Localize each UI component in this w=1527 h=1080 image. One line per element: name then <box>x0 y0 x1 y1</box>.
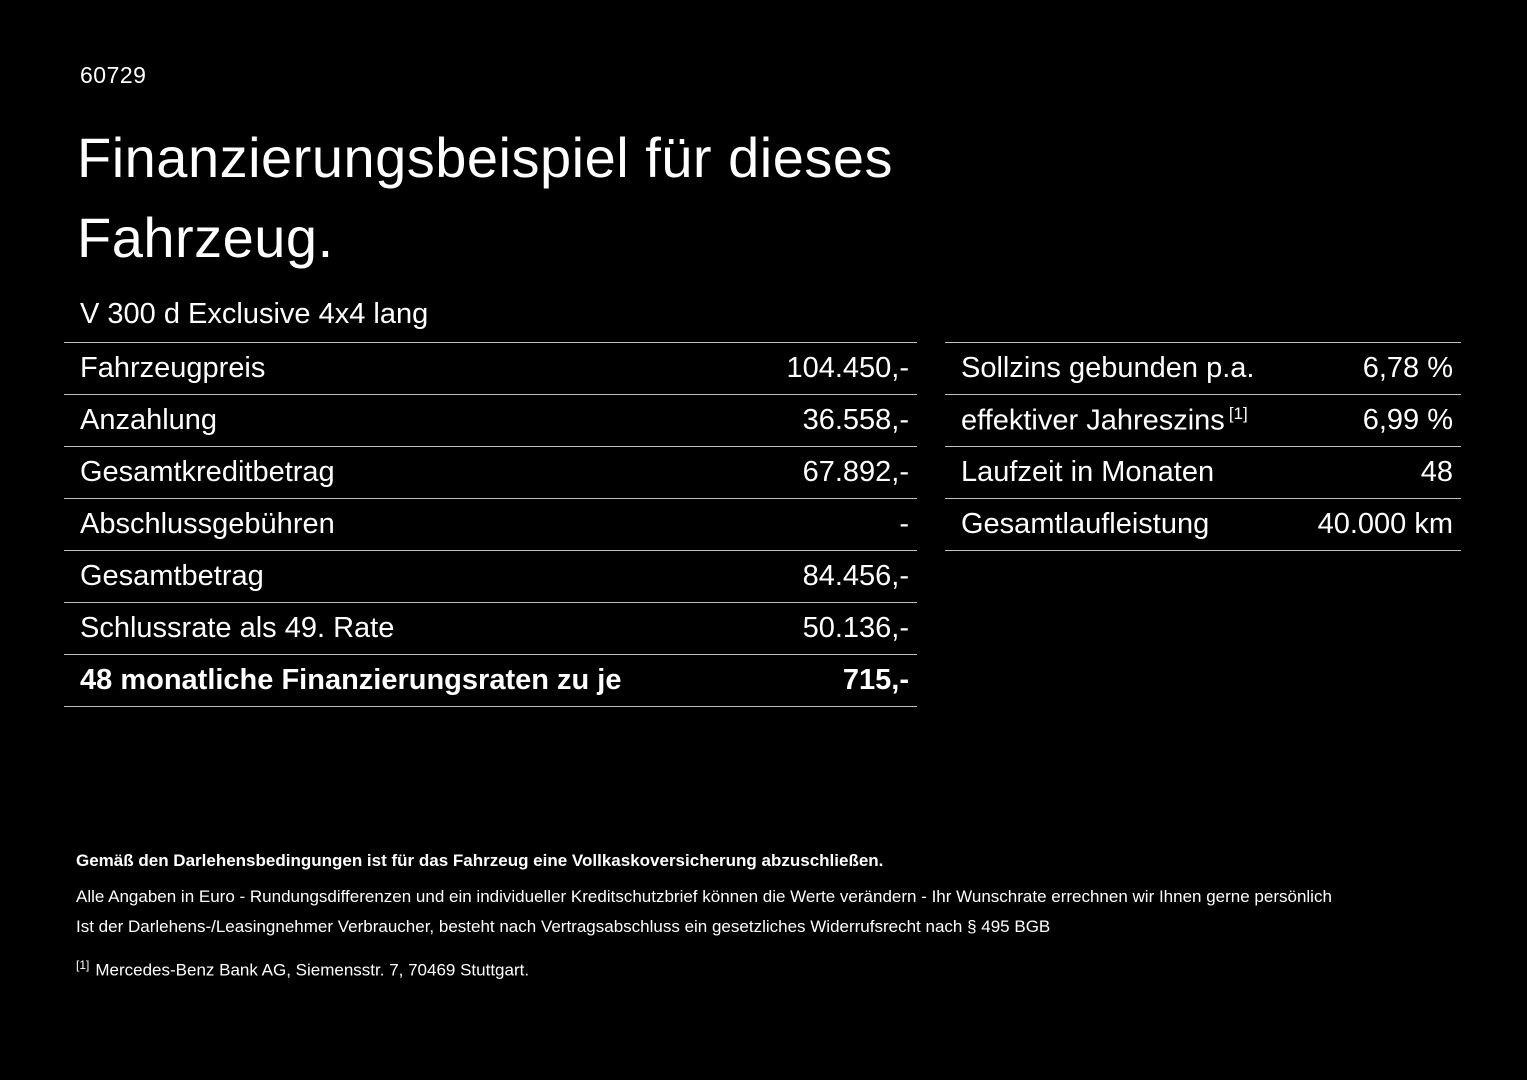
row-gesamtkreditbetrag: Gesamtkreditbetrag 67.892,- <box>64 446 917 498</box>
footnote-bank-marker: [1] <box>76 958 90 972</box>
vehicle-name: V 300 d Exclusive 4x4 lang <box>80 298 429 330</box>
row-laufzeit: Laufzeit in Monaten 48 <box>945 446 1461 498</box>
row-value: 48 <box>1420 456 1453 488</box>
row-label: Schlussrate als 49. Rate <box>80 612 395 644</box>
row-effektiver-jahreszins: effektiver Jahreszins [1] 6,99 % <box>945 394 1461 446</box>
row-label: Abschlussgebühren <box>80 508 335 540</box>
row-label: Fahrzeugpreis <box>80 352 266 384</box>
row-value: 84.456,- <box>802 560 909 592</box>
footnotes: Gemäß den Darlehensbedingungen ist für d… <box>76 846 1456 986</box>
row-value: 6,78 % <box>1362 352 1453 384</box>
row-gesamtlaufleistung: Gesamtlaufleistung 40.000 km <box>945 498 1461 551</box>
row-label: Sollzins gebunden p.a. <box>961 352 1255 384</box>
row-value: 50.136,- <box>802 612 909 644</box>
row-label: Gesamtbetrag <box>80 560 264 592</box>
row-label: effektiver Jahreszins [1] <box>945 404 1248 438</box>
row-monatliche-raten: 48 monatliche Finanzierungsraten zu je 7… <box>64 654 917 707</box>
row-gesamtbetrag: Gesamtbetrag 84.456,- <box>64 550 917 602</box>
row-fahrzeugpreis: Fahrzeugpreis 104.450,- <box>64 342 917 394</box>
financing-table-left: Fahrzeugpreis 104.450,- Anzahlung 36.558… <box>64 342 917 707</box>
row-label: Laufzeit in Monaten <box>961 456 1215 488</box>
row-value: 36.558,- <box>802 404 909 436</box>
row-label: Gesamtkreditbetrag <box>80 456 335 488</box>
row-label: 48 monatliche Finanzierungsraten zu je <box>80 664 622 696</box>
row-abschlussgebuehren: Abschlussgebühren - <box>64 498 917 550</box>
row-value: 6,99 % <box>1362 404 1453 436</box>
row-value: - <box>899 508 909 540</box>
page-title-line1: Finanzierungsbeispiel für dieses <box>77 126 893 189</box>
page-title: Finanzierungsbeispiel für dieses Fahrzeu… <box>77 118 893 278</box>
row-value: 715,- <box>842 664 909 696</box>
page-title-line2: Fahrzeug. <box>77 206 334 269</box>
row-schlussrate: Schlussrate als 49. Rate 50.136,- <box>64 602 917 654</box>
footnote-bank-text: Mercedes-Benz Bank AG, Siemensstr. 7, 70… <box>95 960 530 980</box>
row-sollzins: Sollzins gebunden p.a. 6,78 % <box>945 342 1461 394</box>
footnote-bank: [1] Mercedes-Benz Bank AG, Siemensstr. 7,… <box>76 950 1456 986</box>
financing-table-right: Sollzins gebunden p.a. 6,78 % effektiver… <box>945 342 1461 551</box>
footnote-marker: [1] <box>1228 403 1248 423</box>
row-label-text: effektiver Jahreszins <box>961 404 1225 437</box>
row-label: Anzahlung <box>80 404 218 436</box>
row-value: 104.450,- <box>786 352 909 384</box>
row-value: 40.000 km <box>1317 508 1453 540</box>
row-value: 67.892,- <box>802 456 909 488</box>
reference-number: 60729 <box>80 62 147 88</box>
footnote-euro: Alle Angaben in Euro - Rundungsdifferenz… <box>76 887 1332 906</box>
footnote-withdrawal: Ist der Darlehens-/Leasingnehmer Verbrau… <box>76 917 1051 936</box>
row-label: Gesamtlaufleistung <box>961 508 1210 540</box>
row-anzahlung: Anzahlung 36.558,- <box>64 394 917 446</box>
footnote-insurance: Gemäß den Darlehensbedingungen ist für d… <box>76 851 884 870</box>
